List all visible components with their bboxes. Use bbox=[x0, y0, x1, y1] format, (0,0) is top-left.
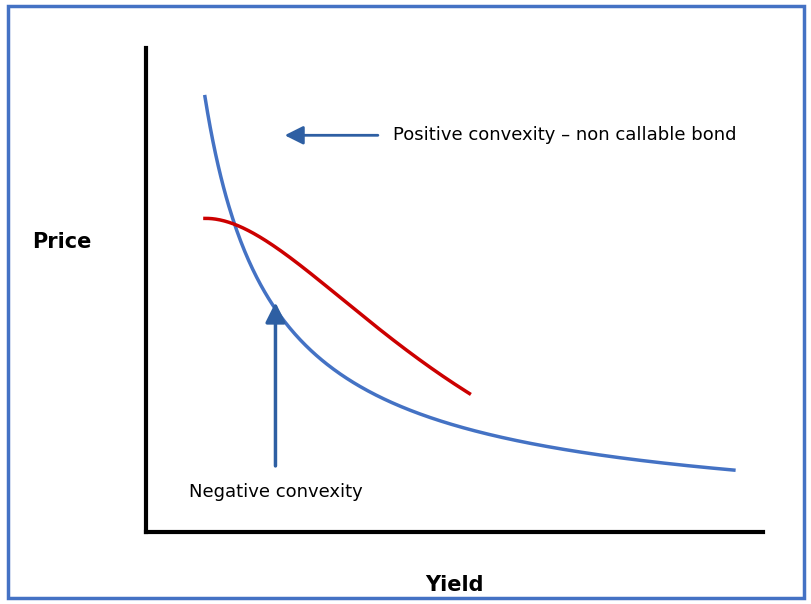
Text: Price: Price bbox=[32, 231, 92, 252]
Text: Positive convexity – non callable bond: Positive convexity – non callable bond bbox=[393, 126, 736, 144]
Text: Negative convexity: Negative convexity bbox=[188, 483, 362, 501]
Text: Yield: Yield bbox=[425, 575, 483, 595]
